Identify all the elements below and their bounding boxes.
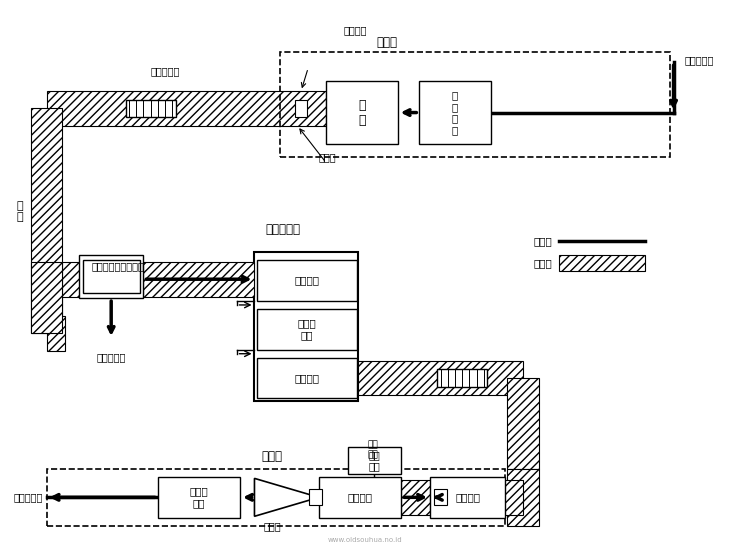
Text: 光调制器: 光调制器 xyxy=(344,25,368,35)
Text: 隔离器备份: 隔离器备份 xyxy=(96,352,126,362)
Bar xyxy=(347,447,401,474)
Bar xyxy=(437,369,488,387)
Text: 光解调器: 光解调器 xyxy=(348,492,373,502)
Bar xyxy=(254,252,358,401)
Bar xyxy=(559,255,645,271)
Text: 光纤连接器和合束器: 光纤连接器和合束器 xyxy=(92,261,145,271)
Text: 电信号输入: 电信号输入 xyxy=(684,55,713,65)
Text: 电信号: 电信号 xyxy=(533,236,552,246)
Bar xyxy=(309,489,322,505)
Bar xyxy=(430,477,505,518)
Bar xyxy=(319,477,401,518)
Bar xyxy=(419,81,491,144)
Text: 电信号输出: 电信号输出 xyxy=(14,492,43,502)
Bar xyxy=(257,358,357,398)
Text: 光信号: 光信号 xyxy=(533,258,552,268)
Text: 光纤放大盒: 光纤放大盒 xyxy=(151,66,180,76)
Text: 光发送器: 光发送器 xyxy=(295,373,319,383)
Text: www.oldsouhua.no.id: www.oldsouhua.no.id xyxy=(328,537,403,543)
Bar xyxy=(47,91,326,126)
Bar xyxy=(295,100,307,117)
Text: 光
源: 光 源 xyxy=(358,98,366,127)
Bar xyxy=(279,51,670,157)
Text: 放大器: 放大器 xyxy=(264,521,281,531)
Bar xyxy=(126,100,175,117)
Text: 接收端: 接收端 xyxy=(262,451,283,463)
Bar xyxy=(47,316,64,351)
Bar xyxy=(47,469,505,526)
Bar xyxy=(326,81,398,144)
Text: 连接器: 连接器 xyxy=(319,152,336,162)
Bar xyxy=(257,309,357,349)
Bar xyxy=(257,260,357,301)
Text: 光放大器: 光放大器 xyxy=(455,492,480,502)
Bar xyxy=(358,361,523,395)
Bar xyxy=(158,477,240,518)
Text: 信号
检测: 信号 检测 xyxy=(367,440,378,460)
Bar xyxy=(79,255,143,298)
Text: 光
缆: 光 缆 xyxy=(17,201,23,222)
Bar xyxy=(507,469,539,526)
Text: 发送端: 发送端 xyxy=(376,36,398,49)
Bar xyxy=(143,262,254,296)
Text: 信号判
决器: 信号判 决器 xyxy=(189,487,208,508)
Bar xyxy=(83,260,140,293)
Bar xyxy=(401,480,430,515)
Bar xyxy=(31,108,62,333)
Text: 再生中继器: 再生中继器 xyxy=(265,223,300,236)
Text: 电
驱
动
器: 电 驱 动 器 xyxy=(452,90,458,135)
Bar xyxy=(437,480,523,515)
Text: 光检测器: 光检测器 xyxy=(295,275,319,285)
Text: 信号
检测: 信号 检测 xyxy=(368,450,380,472)
Bar xyxy=(507,378,539,469)
Bar xyxy=(62,262,143,296)
Bar xyxy=(31,262,62,333)
Text: 电再生
电路: 电再生 电路 xyxy=(298,319,316,340)
Bar xyxy=(434,489,447,505)
